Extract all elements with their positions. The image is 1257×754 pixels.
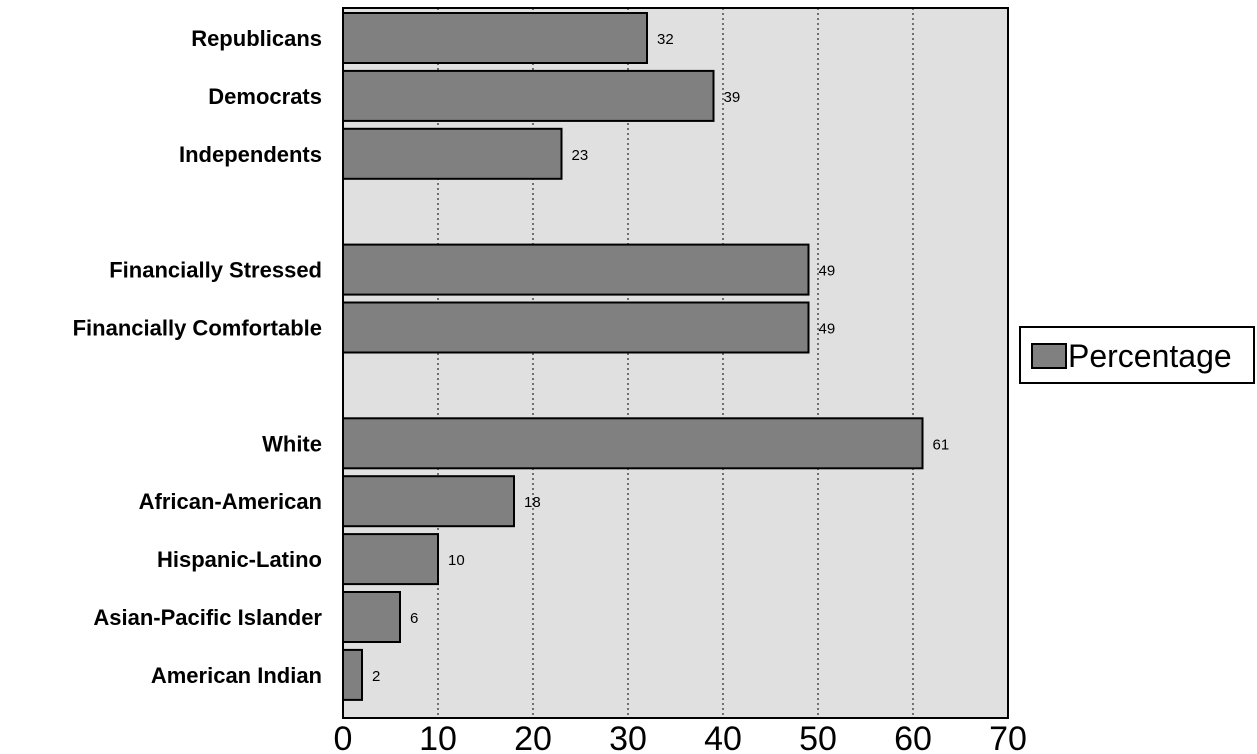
x-tick-label: 20 [514, 720, 552, 754]
category-label: Financially Stressed [109, 258, 322, 283]
value-label: 61 [933, 436, 950, 453]
legend-label: Percentage [1068, 338, 1232, 374]
category-label: Hispanic-Latino [157, 547, 322, 572]
plot-area [343, 8, 1008, 718]
legend-swatch [1031, 343, 1067, 369]
category-label: African-American [139, 489, 322, 514]
bar [342, 591, 401, 643]
category-label: American Indian [151, 663, 322, 688]
value-label: 18 [524, 494, 541, 511]
x-tick-label: 50 [799, 720, 837, 754]
category-label: Asian-Pacific Islander [93, 605, 322, 630]
category-label: Republicans [191, 26, 322, 51]
x-tick-label: 30 [609, 720, 647, 754]
bar [342, 417, 924, 470]
gridlines [437, 8, 914, 718]
category-label: Financially Comfortable [73, 316, 322, 341]
bar [342, 475, 515, 528]
value-label: 23 [572, 147, 589, 164]
category-label: Independents [179, 142, 322, 167]
bars [342, 12, 924, 701]
legend: Percentage [1019, 326, 1255, 384]
category-label: White [262, 431, 322, 456]
x-tick-label: 70 [989, 720, 1027, 754]
bar [342, 12, 648, 64]
x-axis-tick-labels: 0 10 20 30 40 50 60 70 [334, 720, 1027, 754]
bar [342, 301, 810, 354]
bar [342, 533, 439, 586]
category-labels: Republicans Democrats Independents Financia… [73, 26, 323, 688]
x-tick-label: 40 [704, 720, 742, 754]
x-tick-label: 0 [334, 720, 353, 754]
value-label: 39 [724, 89, 741, 106]
bar [342, 648, 363, 701]
value-label: 49 [819, 263, 836, 280]
bar [342, 243, 810, 296]
value-label: 6 [410, 610, 418, 627]
bar [342, 127, 563, 180]
value-label: 49 [819, 321, 836, 338]
value-label: 2 [372, 668, 380, 685]
plot-border [342, 7, 1009, 719]
x-tick-label: 60 [894, 720, 932, 754]
bar [342, 69, 715, 122]
x-tick-label: 10 [419, 720, 457, 754]
value-label: 10 [448, 552, 465, 569]
category-label: Democrats [208, 84, 322, 109]
value-label: 32 [657, 31, 674, 48]
value-labels: 32 39 23 49 49 61 18 10 6 2 [372, 31, 949, 685]
